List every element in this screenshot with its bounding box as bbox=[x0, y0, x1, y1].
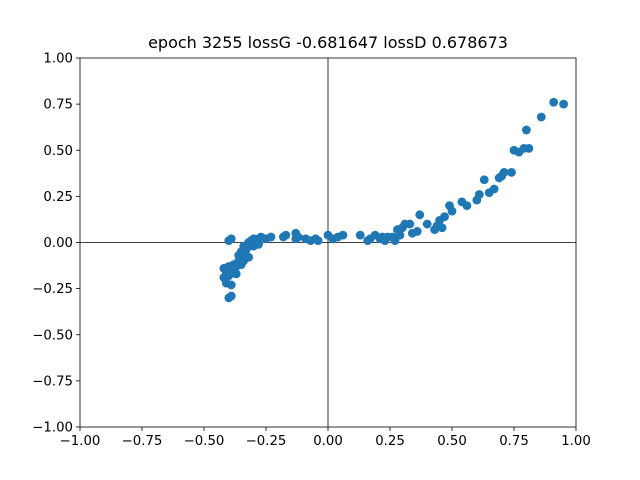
data-point bbox=[474, 190, 484, 199]
data-point bbox=[462, 201, 472, 211]
data-point bbox=[412, 227, 422, 236]
y-tick-label: −0.25 bbox=[32, 282, 73, 297]
data-point bbox=[524, 144, 534, 153]
x-tick-label: 0.25 bbox=[375, 434, 405, 449]
data-point bbox=[395, 230, 405, 240]
x-tick-label: −1.00 bbox=[60, 434, 101, 449]
y-tick-label: −0.75 bbox=[32, 374, 73, 389]
x-tick-label: −0.25 bbox=[246, 434, 287, 449]
data-point bbox=[355, 230, 365, 240]
data-point bbox=[489, 184, 499, 194]
data-point bbox=[405, 219, 415, 229]
data-point bbox=[447, 206, 457, 216]
axes-spines bbox=[79, 57, 577, 428]
x-tick-label: 1.00 bbox=[561, 434, 591, 449]
data-point bbox=[254, 239, 263, 249]
data-points bbox=[219, 97, 568, 303]
data-point bbox=[226, 280, 236, 290]
data-point bbox=[415, 210, 425, 220]
y-tick-label: 0.75 bbox=[43, 98, 73, 113]
plot-frame bbox=[79, 57, 577, 428]
x-tick-label: 0.50 bbox=[437, 434, 467, 449]
chart-title: epoch 3255 lossG -0.681647 lossD 0.67867… bbox=[148, 33, 508, 52]
data-point bbox=[479, 175, 489, 185]
x-tick-label: −0.50 bbox=[184, 434, 225, 449]
data-point bbox=[226, 234, 236, 244]
data-point bbox=[559, 99, 568, 109]
y-tick-label: −0.50 bbox=[32, 328, 73, 343]
data-point bbox=[499, 167, 509, 177]
data-point bbox=[224, 271, 234, 281]
data-point bbox=[293, 232, 303, 242]
data-point bbox=[266, 232, 276, 242]
y-tick-label: −1.00 bbox=[32, 421, 73, 436]
data-point bbox=[422, 219, 432, 229]
x-tick-label: 0.75 bbox=[499, 434, 529, 449]
x-tick-label: −0.75 bbox=[122, 434, 163, 449]
data-point bbox=[313, 236, 323, 246]
data-point bbox=[226, 291, 236, 301]
data-point bbox=[522, 125, 531, 135]
data-point bbox=[281, 230, 291, 240]
data-point bbox=[338, 230, 348, 240]
y-tick-label: 1.00 bbox=[43, 52, 73, 67]
data-point bbox=[536, 112, 546, 122]
y-tick-label: 0.50 bbox=[43, 144, 73, 159]
data-point bbox=[549, 97, 559, 107]
data-point bbox=[231, 269, 241, 279]
x-tick-label: 0.00 bbox=[313, 434, 343, 449]
axes: −1.00 −0.75 −0.50 −0.25 0.00 0.25 0.50 0.75 1.00… bbox=[32, 52, 591, 450]
data-point bbox=[437, 223, 447, 233]
data-point bbox=[244, 252, 254, 262]
data-point bbox=[507, 167, 516, 177]
y-tick-label: 0.00 bbox=[43, 236, 73, 251]
y-tick-label: 0.25 bbox=[43, 190, 73, 205]
data-point bbox=[440, 212, 449, 222]
